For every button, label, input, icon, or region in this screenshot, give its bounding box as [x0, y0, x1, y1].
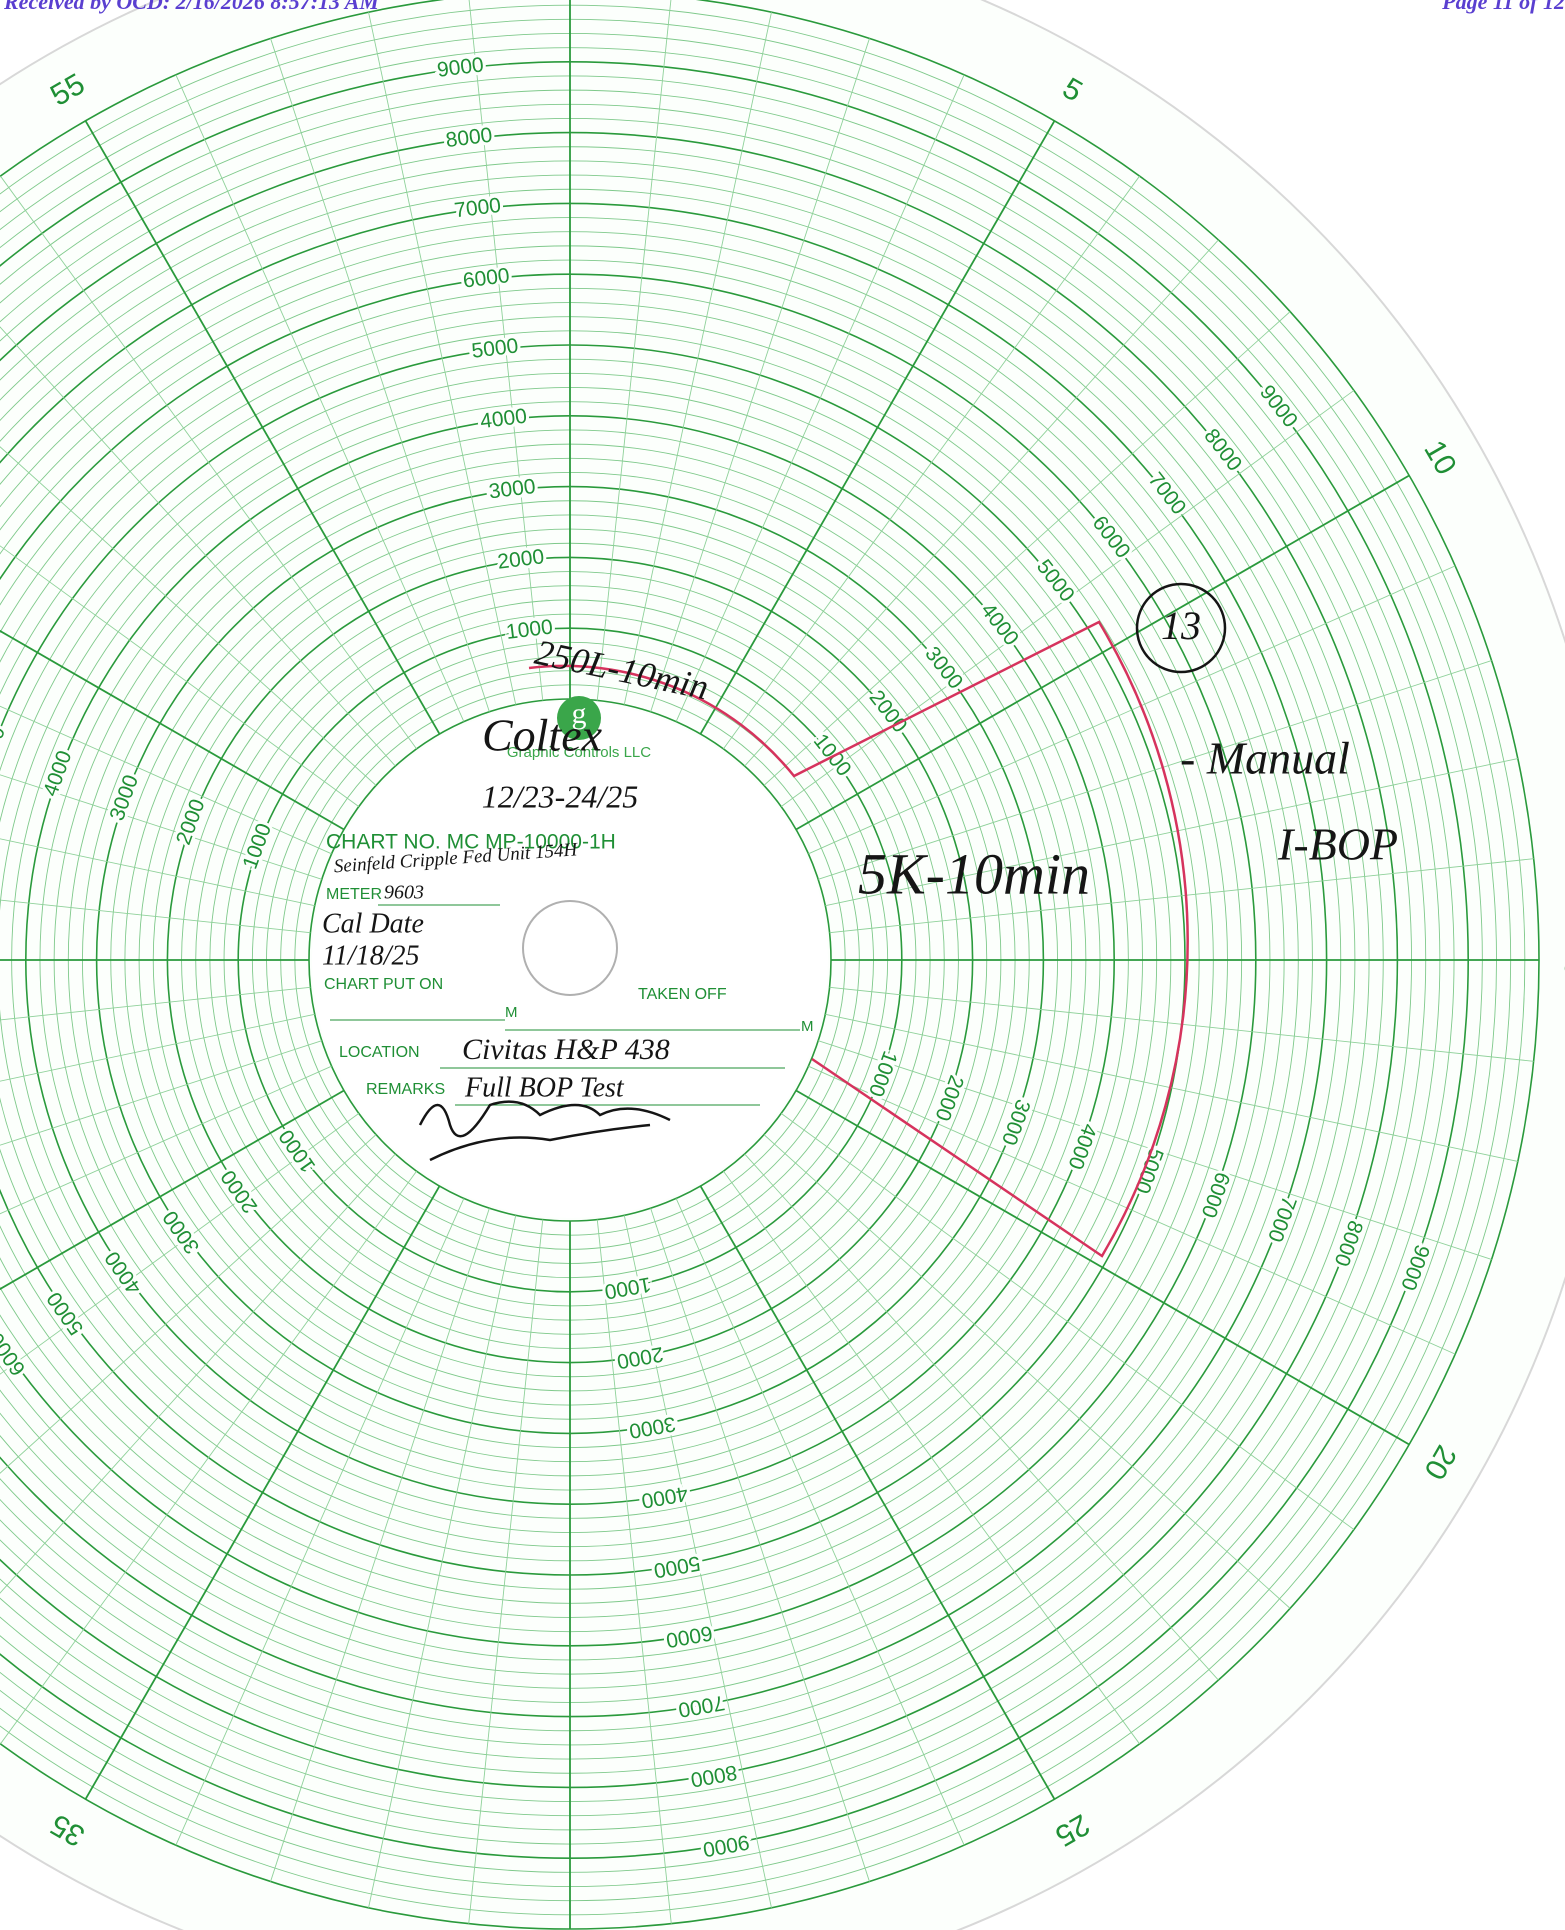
time-line-minor	[723, 1170, 1140, 1745]
time-line-minor	[780, 1113, 1355, 1530]
remarks-label: REMARKS	[366, 1081, 445, 1098]
cal-date: 11/18/25	[322, 940, 419, 971]
time-line-minor	[0, 545, 360, 807]
time-line-minor	[808, 565, 1456, 855]
time-line-minor	[808, 1065, 1456, 1355]
time-line-minor	[0, 838, 315, 907]
time-line-minor	[744, 1153, 1219, 1681]
time-line-minor	[829, 858, 1534, 934]
meter-label: METER	[326, 886, 382, 903]
time-line-minor	[825, 758, 1518, 907]
time-line-minor	[650, 38, 870, 712]
time-line-minor	[596, 1219, 672, 1924]
time-line-minor	[468, 1219, 544, 1924]
time-line-minor	[825, 1013, 1518, 1162]
logo-letter: g	[572, 697, 587, 730]
minute-label: 15	[1558, 943, 1565, 976]
note: I-BOP	[1277, 819, 1398, 870]
page-number: Page 11 of 12	[1441, 0, 1565, 14]
brand: Graphic Controls LLC	[507, 744, 651, 761]
time-line-minor	[0, 1153, 396, 1594]
put-on-label: CHART PUT ON	[324, 976, 443, 993]
time-line-minor	[270, 1208, 490, 1882]
time-line-minor	[0, 1040, 322, 1146]
time-line-minor	[623, 1215, 772, 1908]
time-line-minor	[780, 390, 1355, 807]
time-line-major	[795, 1089, 1410, 1446]
time-line-major	[699, 120, 1056, 735]
m-label: M	[801, 1018, 814, 1035]
time-line-minor	[623, 12, 772, 705]
time-line-minor	[763, 1134, 1291, 1609]
time-line-minor	[763, 311, 1291, 786]
time-line-minor	[270, 38, 490, 712]
time-line-minor	[175, 74, 465, 722]
time-line-minor	[368, 1215, 517, 1908]
time-line-minor	[368, 12, 517, 705]
time-line-minor	[0, 1170, 417, 1745]
time-line-minor	[0, 1065, 332, 1215]
chart-number: 13	[1161, 603, 1201, 648]
meter: 9603	[384, 882, 424, 904]
time-line-minor	[0, 986, 311, 1021]
time-line-minor	[0, 326, 396, 767]
high-test-note: 5K-10min	[858, 841, 1090, 906]
logo	[557, 696, 601, 740]
time-line-minor	[650, 1208, 870, 1882]
time-line-minor	[744, 239, 1219, 767]
pen-trace	[528, 620, 1189, 1258]
received-stamp: Received by OCD: 2/16/2026 8:57:13 AM	[3, 0, 380, 14]
location: Civitas H&P 438	[462, 1033, 670, 1066]
time-line-minor	[675, 74, 965, 722]
time-line-minor	[0, 1134, 377, 1474]
company: Coltex	[482, 710, 603, 761]
time-line-minor	[0, 899, 311, 934]
time-line-major	[84, 1185, 441, 1800]
time-line-major	[0, 1089, 345, 1291]
time-line-minor	[675, 1198, 965, 1846]
time-line-minor	[0, 1113, 360, 1375]
m-label: M	[505, 1004, 518, 1021]
location-label: LOCATION	[339, 1044, 420, 1061]
time-line-major	[795, 474, 1410, 831]
note: - Manual	[1180, 733, 1350, 784]
time-line-minor	[468, 0, 544, 701]
time-line-minor	[818, 660, 1492, 880]
time-line-minor	[0, 774, 322, 880]
signature	[418, 1100, 671, 1162]
time-line-major	[84, 120, 441, 735]
time-line-minor	[0, 705, 332, 855]
time-line-major	[0, 629, 345, 831]
time-line-major	[699, 1185, 1056, 1800]
time-line-minor	[596, 0, 672, 701]
time-line-minor	[723, 175, 1140, 750]
time-line-minor	[175, 1198, 465, 1846]
center-hole	[522, 900, 618, 996]
time-line-minor	[0, 1013, 315, 1082]
time-line-minor	[0, 175, 417, 750]
dates: 12/23-24/25	[482, 778, 638, 814]
cal-date-label: Cal Date	[322, 908, 424, 939]
remarks: Full BOP Test	[464, 1072, 625, 1103]
chart-number-label: CHART NO. MC MP-10000-1H	[326, 831, 616, 854]
taken-off-label: TAKEN OFF	[638, 986, 727, 1003]
chart-number-circle	[1135, 582, 1227, 674]
time-line-minor	[818, 1040, 1492, 1260]
time-line-minor	[0, 446, 377, 786]
